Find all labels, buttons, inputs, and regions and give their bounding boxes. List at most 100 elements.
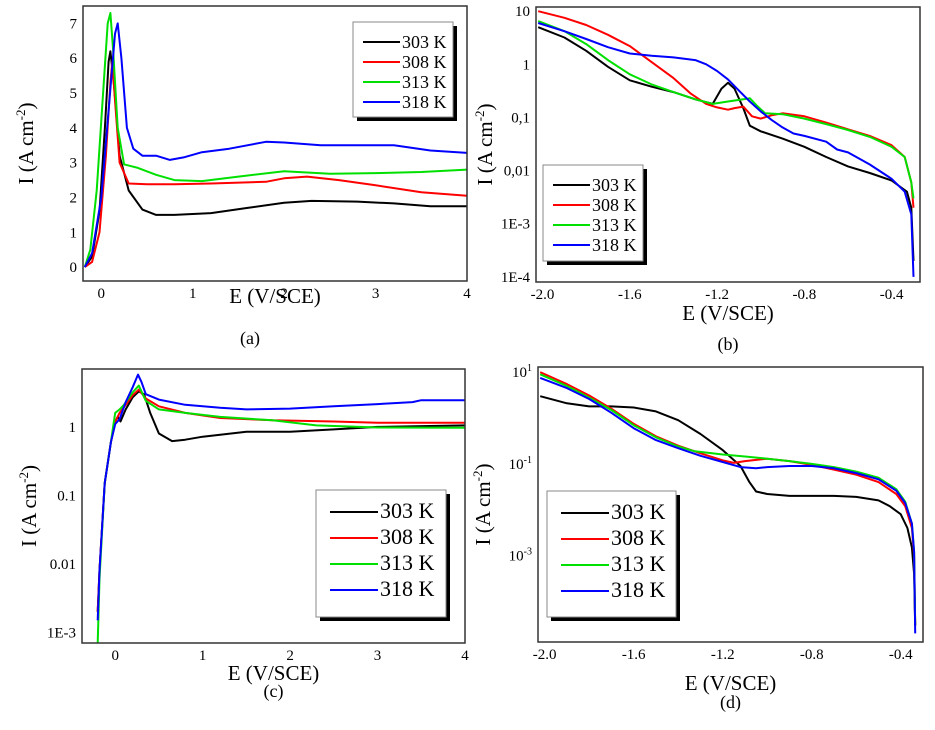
legend-entry: 303 K <box>561 499 666 524</box>
x-tick-label: 1 <box>199 648 207 664</box>
legend-label: 313 K <box>402 72 447 92</box>
legend-label: 303 K <box>592 175 637 195</box>
legend-label: 313 K <box>611 551 666 576</box>
y-axis-label: I (A cm-2) <box>13 103 38 185</box>
series-line-313k <box>537 20 915 199</box>
y-tick-label: 1E-3 <box>501 217 530 233</box>
series-line-318k <box>539 376 917 634</box>
chart-panel-c: 0 1 2 3 4 1 0.1 0.01 1E-3 E (V/SCE) I (A cm-2) (c) 3… <box>16 368 469 702</box>
y-axis-label: I (A cm-2) <box>472 104 497 186</box>
x-tick-label: 0 <box>98 286 106 302</box>
y-tick-label: 5 <box>70 86 78 102</box>
series-line-318k <box>96 373 465 621</box>
y-tick-label: 6 <box>70 51 78 67</box>
legend-label: 308 K <box>402 52 447 72</box>
legend-entry: 308 K <box>553 195 637 215</box>
plot-frame <box>535 6 921 283</box>
legend-label: 303 K <box>611 499 666 524</box>
series-group <box>537 10 915 277</box>
y-tick-label: 0,01 <box>504 164 530 180</box>
x-tick-label: 3 <box>372 286 380 302</box>
x-tick-label: -1.2 <box>711 647 735 663</box>
x-tick-label: -1.6 <box>622 647 646 663</box>
legend-label: 318 K <box>611 577 666 602</box>
x-tick-label: -0.8 <box>800 647 824 663</box>
x-axis-label: E (V/SCE) <box>682 301 774 325</box>
legend-label: 313 K <box>380 550 435 575</box>
x-tick-label: 4 <box>463 286 471 302</box>
y-tick-label: 101 <box>512 363 532 381</box>
series-line-308k <box>84 60 467 268</box>
y-tick-label: 0 <box>70 260 78 276</box>
y-tick-label: 10 <box>515 4 530 20</box>
x-tick-label: 2 <box>280 286 288 302</box>
legend-entry: 308 K <box>330 524 435 549</box>
y-tick-label: 3 <box>70 156 78 172</box>
y-tick-label: 1 <box>69 420 77 436</box>
x-tick-label: 0 <box>111 648 119 664</box>
legend-entry: 313 K <box>561 551 666 576</box>
panel-caption: (c) <box>264 681 284 702</box>
x-tick-label: -0.4 <box>880 287 904 303</box>
series-group <box>539 371 917 634</box>
y-tick-label: 1 <box>523 57 531 73</box>
x-tick-label: 4 <box>461 648 469 664</box>
y-tick-label: 0.01 <box>50 557 76 573</box>
x-tick-label: -2.0 <box>533 647 557 663</box>
plot-frame <box>82 5 468 282</box>
legend-label: 308 K <box>592 195 637 215</box>
y-tick-label: 0.1 <box>57 488 76 504</box>
panel-caption: (b) <box>718 334 739 355</box>
y-tick-label: 1E-4 <box>501 270 531 286</box>
x-tick-label: -1.2 <box>705 287 729 303</box>
legend-label: 313 K <box>592 215 637 235</box>
x-tick-label: 2 <box>286 648 294 664</box>
x-tick-label: -0.4 <box>889 647 913 663</box>
y-tick-label: 0,1 <box>511 110 530 126</box>
y-tick-label: 1E-3 <box>47 625 76 641</box>
chart-panel-a: 0 1 2 3 4 0 1 2 3 4 5 6 7 E (V/SCE) I (A cm-2) (a) 303 K… <box>13 5 471 349</box>
legend-entry: 318 K <box>553 235 637 255</box>
legend-label: 318 K <box>380 576 435 601</box>
legend-entry: 308 K <box>363 52 447 72</box>
series-line-313k <box>83 12 467 268</box>
x-tick-label: 1 <box>189 286 197 302</box>
legend-label: 303 K <box>380 498 435 523</box>
x-axis-label: E (V/SCE) <box>685 671 777 695</box>
legend-entry: 303 K <box>330 498 435 523</box>
legend-label: 303 K <box>402 32 447 52</box>
series-line-303k <box>83 50 467 268</box>
legend-entry: 303 K <box>553 175 637 195</box>
plot-frame <box>81 368 466 644</box>
panel-caption: (d) <box>720 692 741 713</box>
plot-frame <box>537 366 924 643</box>
series-line-303k <box>539 395 917 626</box>
y-tick-label: 2 <box>70 190 78 206</box>
legend-entry: 308 K <box>561 525 666 550</box>
series-group <box>83 12 467 268</box>
y-tick-label: 7 <box>70 16 78 32</box>
x-tick-label: -1.6 <box>618 287 642 303</box>
legend-label: 308 K <box>611 525 666 550</box>
legend-entry: 318 K <box>330 576 435 601</box>
chart-panel-d: -2.0 -1.6 -1.2 -0.8 -0.4 101 10-1 10-3 E (V/SCE)… <box>470 363 924 713</box>
y-axis-label: I (A cm-2) <box>16 465 41 547</box>
legend-entry: 318 K <box>561 577 666 602</box>
y-axis-label: I (A cm-2) <box>470 464 495 546</box>
x-tick-label: 3 <box>374 648 382 664</box>
legend-entry: 318 K <box>363 92 447 112</box>
legend-label: 318 K <box>402 92 447 112</box>
x-axis-label: E (V/SCE) <box>228 661 320 685</box>
x-axis-label: E (V/SCE) <box>229 284 321 308</box>
chart-panel-b: -2.0 -1.6 -1.2 -0.8 -0.4 10 1 0,1 0,01 1E-3 1E-4 E … <box>472 4 921 355</box>
panel-caption: (a) <box>240 328 260 349</box>
legend-label: 318 K <box>592 235 637 255</box>
y-tick-label: 4 <box>70 121 78 137</box>
series-line-303k <box>537 26 915 261</box>
legend-entry: 303 K <box>363 32 447 52</box>
y-tick-label: 1 <box>70 225 78 241</box>
